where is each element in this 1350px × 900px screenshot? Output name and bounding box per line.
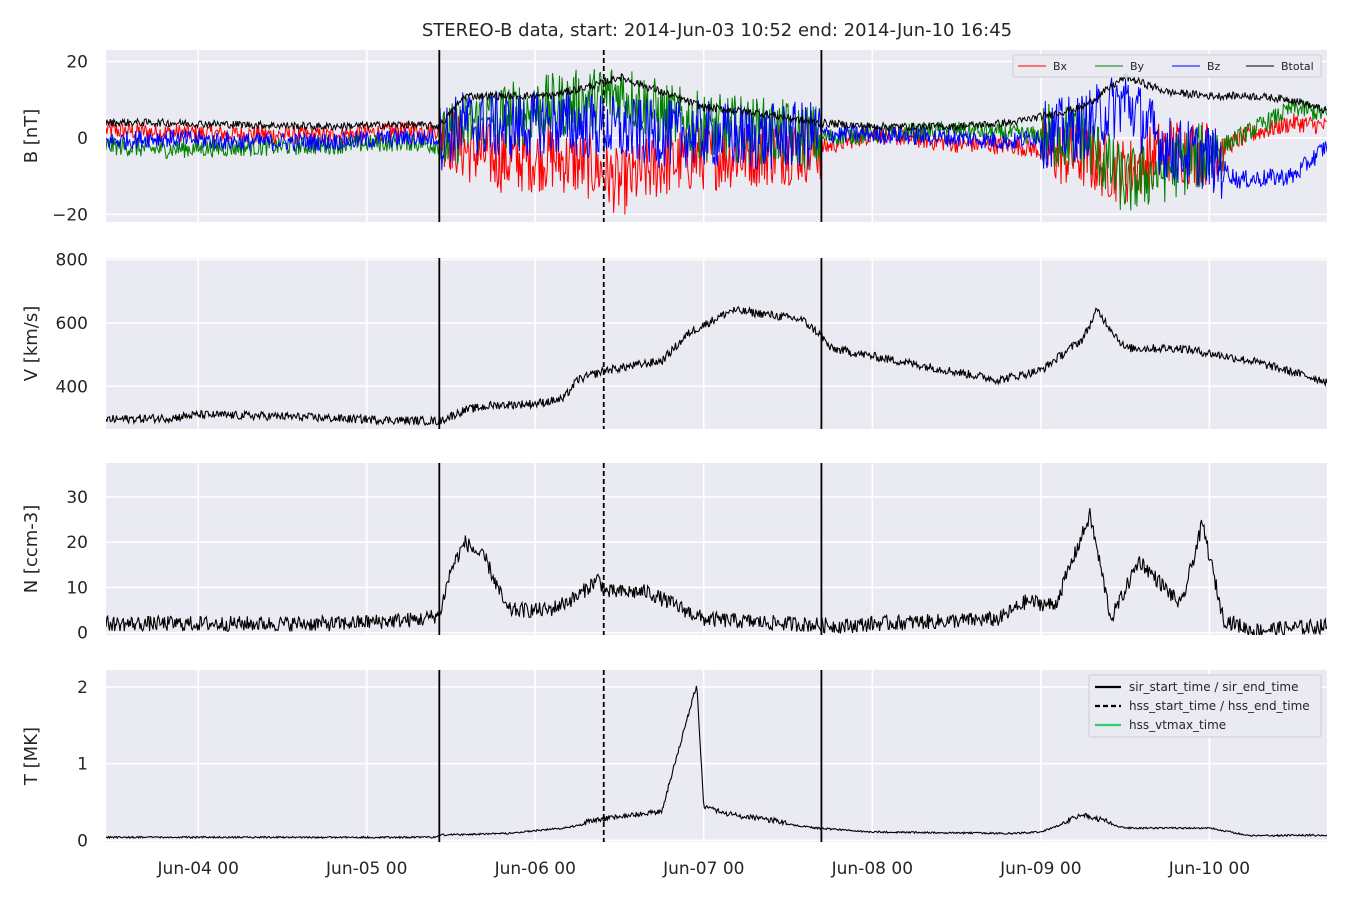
panel-background (106, 463, 1327, 635)
legend-label-vtmax: hss_vtmax_time (1129, 718, 1226, 732)
y-tick-label: 20 (66, 52, 88, 72)
panel-V: 400 600 800 V [km/s] (21, 251, 1327, 429)
y-tick-label: 800 (56, 251, 88, 271)
panel-B: −20 0 20 B [nT] Bx By Bz Btotal (21, 50, 1327, 225)
legend-label-by: By (1130, 60, 1145, 73)
y-tick-label: 0 (77, 624, 88, 644)
legend-label-bz: Bz (1207, 60, 1221, 73)
chart-title: STEREO-B data, start: 2014-Jun-03 10:52 … (422, 20, 1012, 41)
panel-T: 0 1 2 T [MK] Jun-04 00 Jun-05 00 Jun-06 00 Jun-… (21, 670, 1327, 879)
y-axis-label: B [nT] (21, 109, 42, 164)
y-tick-label: 0 (77, 129, 88, 149)
series-group (106, 685, 1327, 840)
series-line-n (106, 508, 1327, 635)
series-line-bx (106, 111, 1327, 215)
series-line-v (106, 305, 1327, 427)
y-tick-label: 10 (66, 578, 88, 598)
y-axis-label: N [ccm-3] (21, 505, 42, 594)
t-legend: sir_start_time / sir_end_time hss_start_t… (1088, 674, 1322, 738)
legend-label-bx: Bx (1053, 60, 1068, 73)
x-tick-label: Jun-07 00 (662, 859, 744, 879)
y-tick-label: 20 (66, 533, 88, 553)
series-line-t (106, 685, 1327, 840)
x-tick-label: Jun-10 00 (1168, 859, 1250, 879)
x-tick-label: Jun-05 00 (325, 859, 407, 879)
y-tick-label: 1 (77, 755, 88, 775)
y-tick-label: 0 (77, 831, 88, 851)
y-tick-label: 30 (66, 488, 88, 508)
y-tick-label: 600 (56, 314, 88, 334)
y-tick-label: −20 (52, 205, 88, 225)
x-tick-label: Jun-04 00 (157, 859, 239, 879)
series-line-bz (106, 77, 1327, 199)
x-tick-label: Jun-06 00 (494, 859, 576, 879)
y-axis-label: V [km/s] (21, 306, 42, 381)
panel-N: 0 10 20 30 N [ccm-3] (21, 463, 1327, 644)
y-axis-label: T [MK] (21, 727, 42, 786)
x-tick-label: Jun-09 00 (999, 859, 1081, 879)
series-group (106, 508, 1327, 635)
legend-label-hss: hss_start_time / hss_end_time (1129, 699, 1310, 713)
panel-background (106, 258, 1327, 429)
b-legend: Bx By Bz Btotal (1012, 54, 1322, 78)
series-line-by (106, 68, 1327, 211)
series-group (106, 305, 1327, 427)
y-tick-label: 2 (77, 678, 88, 698)
legend-label-sir: sir_start_time / sir_end_time (1129, 680, 1299, 694)
x-tick-label: Jun-08 00 (831, 859, 913, 879)
y-tick-label: 400 (56, 377, 88, 397)
legend-label-btotal: Btotal (1281, 60, 1314, 73)
